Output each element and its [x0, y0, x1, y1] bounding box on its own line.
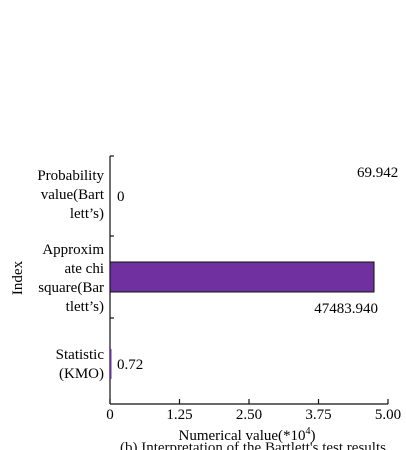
- x-tick-label: 3.75: [305, 407, 331, 423]
- caption-strip: (b) Interpretation of the Bartlett's tes…: [0, 437, 406, 450]
- x-axis-title-suffix: ): [311, 428, 316, 444]
- category-label-line: (KMO): [59, 366, 104, 382]
- category-label-line: Approxim: [42, 242, 104, 258]
- category-label-line: value(Bart: [41, 187, 105, 203]
- y-axis-title: Index: [10, 260, 26, 295]
- category-label-line: tlett’s): [66, 299, 104, 315]
- x-tick-label: 2.50: [236, 407, 262, 423]
- x-axis-title: Numerical value(*104): [178, 426, 315, 444]
- bar: [110, 349, 112, 379]
- category-label-line: ate chi: [64, 261, 104, 277]
- category-label-line: square(Bar: [38, 280, 104, 296]
- x-tick-label: 1.25: [166, 407, 192, 423]
- extra-annotation: 69.942: [357, 165, 398, 181]
- x-axis-title-main: Numerical value(*10: [178, 428, 305, 444]
- category-label-line: Probability: [37, 168, 104, 184]
- x-tick-label: 0: [106, 407, 114, 423]
- category-label-line: Statistic: [56, 347, 105, 363]
- data-label: 47483.940: [314, 301, 378, 317]
- x-tick-label: 5.00: [375, 407, 401, 423]
- data-label: 0: [117, 189, 125, 205]
- figure-caption-partial: (b) Interpretation of the Bartlett's tes…: [120, 440, 386, 450]
- bar: [109, 261, 375, 293]
- data-label: 0.72: [117, 357, 143, 373]
- category-label-line: lett’s): [70, 206, 104, 222]
- x-axis-title-superscript: 4: [306, 426, 311, 437]
